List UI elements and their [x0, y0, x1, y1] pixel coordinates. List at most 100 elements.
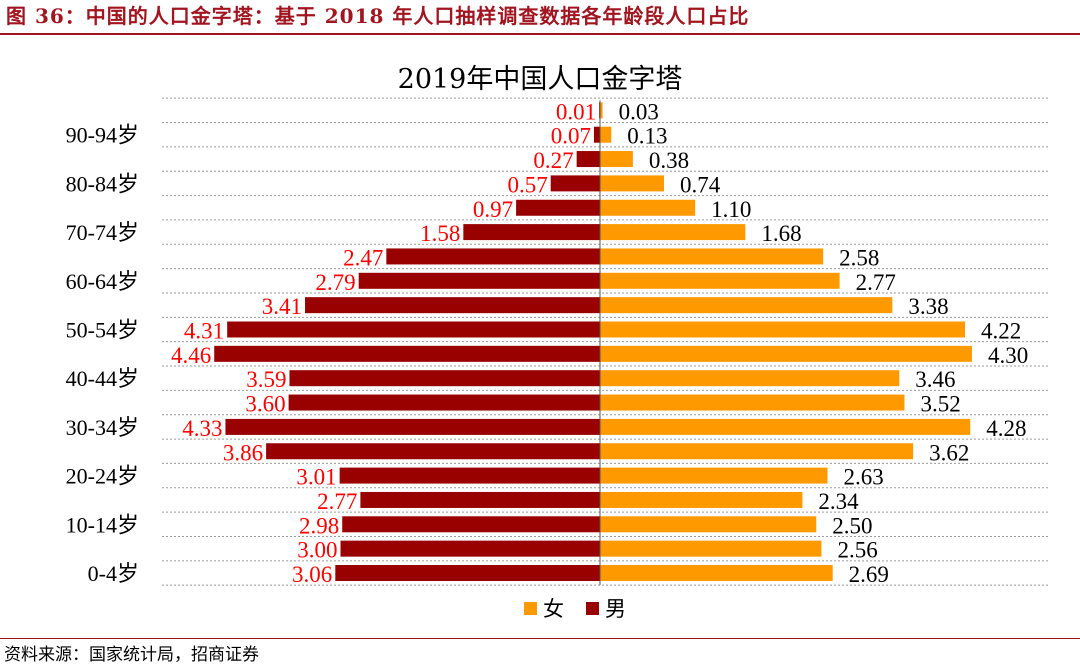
data-label-female: 3.52 — [920, 392, 960, 417]
bar-male — [335, 565, 600, 581]
data-label-female: 2.34 — [818, 489, 859, 514]
data-label-female: 0.03 — [619, 99, 659, 124]
data-label-male: 3.00 — [297, 538, 337, 563]
data-label-male: 2.79 — [315, 270, 355, 295]
data-label-female: 2.69 — [849, 562, 889, 587]
bar-male — [227, 321, 600, 338]
data-labels: 3.06 2.69 3.00 2.56 2.98 2.50 2.77 2.34 3.01 2.63… — [171, 99, 1028, 587]
data-label-female: 4.30 — [988, 343, 1028, 368]
data-label-male: 3.86 — [223, 440, 263, 465]
data-label-male: 3.60 — [245, 392, 285, 417]
y-axis-ticks: 0-4岁 10-14岁 20-24岁 30-34岁 40-44岁 50-54岁 60-64岁… — [66, 123, 139, 586]
data-label-female: 0.13 — [627, 124, 667, 149]
y-tick-label: 90-94岁 — [66, 123, 139, 148]
bar-female — [600, 418, 971, 435]
chart-title: 2019年中国人口金字塔 — [398, 64, 683, 95]
bar-male — [225, 418, 600, 435]
data-label-male: 0.97 — [473, 197, 513, 222]
bar-male — [360, 491, 600, 508]
data-label-female: 2.63 — [843, 465, 883, 490]
data-label-male: 2.47 — [343, 245, 383, 270]
data-label-female: 3.62 — [929, 440, 969, 465]
bar-female — [600, 151, 633, 168]
data-label-male: 2.98 — [299, 513, 339, 538]
data-label-female: 2.56 — [837, 538, 877, 563]
figure-caption: 图 36：中国的人口金字塔：基于 2018 年人口抽样调查数据各年龄段人口占比 — [6, 4, 750, 28]
data-label-male: 0.01 — [556, 99, 596, 124]
bar-female — [600, 443, 914, 460]
data-label-female: 2.58 — [839, 245, 879, 270]
data-label-male: 3.06 — [292, 562, 332, 587]
data-label-male: 4.33 — [182, 416, 222, 441]
y-tick-label: 50-54岁 — [66, 318, 139, 343]
bar-male — [550, 175, 600, 192]
bar-male — [266, 443, 600, 460]
bar-female — [600, 126, 612, 143]
data-label-female: 1.68 — [761, 221, 801, 246]
legend-male-swatch — [586, 602, 599, 615]
legend-female-label: 女 — [543, 597, 564, 621]
bar-female — [600, 175, 665, 192]
data-label-female: 3.38 — [908, 294, 948, 319]
y-tick-label: 30-34岁 — [66, 415, 139, 440]
bar-male — [576, 151, 600, 168]
data-label-male: 0.27 — [533, 148, 573, 173]
gridlines — [162, 97, 1050, 586]
bar-female — [600, 224, 746, 241]
bar-female — [600, 297, 893, 314]
data-label-male: 4.46 — [171, 343, 211, 368]
source-note: 资料来源：国家统计局，招商证券 — [4, 645, 259, 665]
data-label-male: 1.58 — [420, 221, 460, 246]
y-tick-label: 40-44岁 — [66, 366, 139, 391]
data-label-male: 3.41 — [262, 294, 302, 319]
y-tick-label: 60-64岁 — [66, 269, 139, 294]
bar-female — [600, 102, 603, 119]
bar-male — [386, 248, 600, 265]
data-label-male: 3.01 — [296, 465, 336, 490]
bar-male — [288, 394, 600, 411]
bar-female — [600, 565, 833, 581]
bar-female — [600, 345, 972, 362]
data-label-female: 1.10 — [711, 197, 751, 222]
bar-female — [600, 540, 822, 557]
y-tick-label: 10-14岁 — [66, 512, 139, 537]
data-label-male: 0.57 — [507, 172, 547, 197]
bars — [214, 102, 972, 581]
y-tick-label: 80-84岁 — [66, 171, 139, 196]
y-tick-label: 20-24岁 — [66, 464, 139, 489]
bar-male — [214, 345, 600, 362]
bar-male — [516, 199, 600, 216]
data-label-male: 4.31 — [184, 319, 224, 344]
caption-divider — [0, 33, 1080, 35]
bar-male — [289, 370, 600, 387]
data-label-female: 0.74 — [680, 172, 721, 197]
data-label-male: 2.77 — [317, 489, 357, 514]
data-label-female: 2.50 — [832, 513, 872, 538]
bar-female — [600, 394, 905, 411]
data-label-female: 4.22 — [981, 319, 1021, 344]
bar-female — [600, 370, 900, 387]
data-label-female: 0.38 — [649, 148, 689, 173]
data-label-male: 0.07 — [551, 124, 591, 149]
data-label-female: 3.46 — [915, 367, 955, 392]
bar-male — [339, 467, 600, 484]
population-pyramid-chart: 2019年中国人口金字塔 3.06 2.69 3.00 2.56 2.98 2.50 2.7… — [66, 64, 1050, 621]
bar-male — [342, 516, 600, 533]
y-tick-label: 0-4岁 — [88, 561, 139, 586]
footer-divider — [0, 638, 1080, 639]
bar-female — [600, 272, 840, 289]
bar-female — [600, 467, 828, 484]
bar-male — [358, 272, 600, 289]
data-label-male: 3.59 — [246, 367, 286, 392]
data-label-female: 2.77 — [856, 270, 896, 295]
y-tick-label: 70-74岁 — [66, 220, 139, 245]
legend-male-label: 男 — [605, 597, 626, 621]
bar-male — [305, 297, 600, 314]
bar-female — [600, 199, 696, 216]
bar-female — [600, 516, 817, 533]
bar-male — [463, 224, 600, 241]
bar-female — [600, 491, 803, 508]
bar-female — [600, 321, 966, 338]
data-label-female: 4.28 — [986, 416, 1026, 441]
bar-male — [593, 126, 600, 143]
